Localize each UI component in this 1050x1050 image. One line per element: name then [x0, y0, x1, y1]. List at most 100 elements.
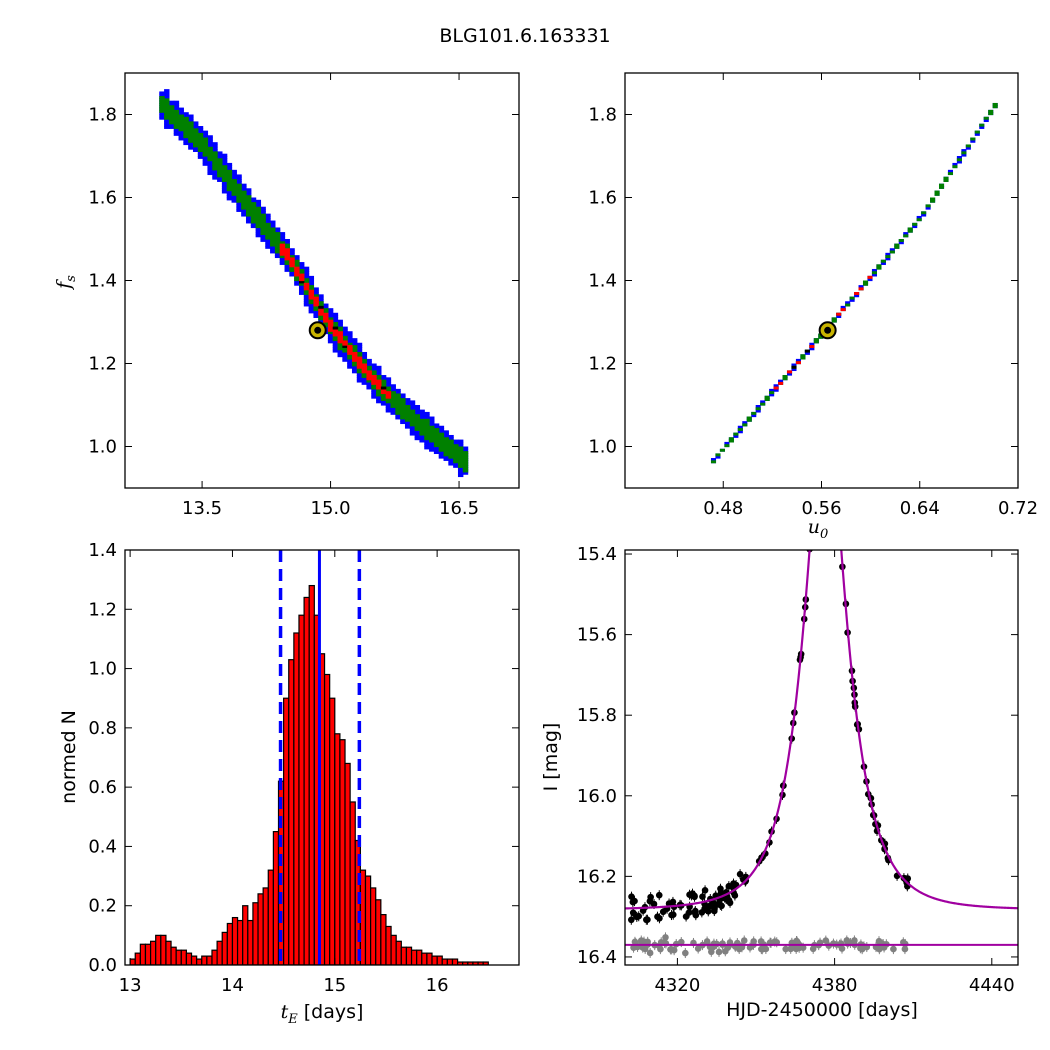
mid-contour-cell: [188, 137, 194, 141]
outer-contour-cell: [236, 204, 242, 208]
outer-contour-cell: [448, 460, 454, 464]
mid-contour-cell: [236, 190, 242, 194]
mid-contour-cell: [733, 432, 739, 436]
inner-contour-cell: [342, 345, 348, 348]
outer-contour-cell: [207, 137, 213, 141]
mid-contour-cell: [965, 144, 971, 148]
mid-contour-cell: [332, 324, 339, 328]
outer-contour-cell: [715, 455, 721, 459]
outer-contour-cell: [255, 204, 262, 208]
mid-contour-cell: [462, 469, 469, 473]
mid-contour-cell: [876, 266, 882, 270]
residual-point: [822, 937, 830, 944]
inner-contour-cell: [318, 308, 324, 312]
mid-contour-cell: [443, 451, 449, 455]
inner-contour-cell: [356, 365, 363, 369]
mid-contour-cell: [462, 455, 469, 459]
mid-contour-cell: [934, 190, 940, 194]
histogram-bar: [364, 875, 372, 965]
mid-contour-cell: [409, 421, 416, 425]
mid-contour-cell: [217, 167, 223, 171]
photometry-point: [669, 898, 677, 906]
outer-contour-cell: [337, 354, 343, 358]
best-fit-marker-center: [314, 326, 322, 334]
mid-contour-cell: [930, 197, 936, 201]
outer-contour-cell: [390, 384, 396, 388]
outer-contour-cell: [332, 340, 339, 344]
panel-te-histogram-ticks: 13 14 15 16 0.0 0.2 0.4 0.6 0.8 1.0 1.2 1.4: [88, 540, 519, 996]
mid-contour-cell: [159, 107, 165, 111]
outer-contour-cell: [390, 409, 396, 413]
mid-contour-cell: [303, 280, 310, 284]
y-tick-label: 1.0: [88, 659, 117, 680]
mid-contour-cell: [188, 126, 194, 129]
mid-contour-cell: [270, 243, 276, 247]
histogram-bar: [344, 762, 351, 965]
outer-contour-cell: [366, 386, 372, 390]
mid-contour-cell: [433, 432, 440, 436]
outer-contour-cell: [270, 248, 276, 252]
outer-contour-cell: [371, 393, 377, 397]
outer-contour-cell: [327, 340, 334, 344]
mid-contour-cell: [274, 243, 281, 247]
mid-contour-cell: [409, 411, 416, 415]
outer-contour-cell: [342, 354, 348, 358]
histogram-bar: [134, 952, 141, 965]
histogram-bar: [323, 673, 331, 965]
mid-contour-cell: [742, 423, 748, 427]
outer-contour-cell: [438, 451, 445, 455]
outer-contour-cell: [347, 338, 353, 342]
mid-contour-cell: [337, 347, 343, 351]
mid-contour-cell: [207, 153, 213, 157]
mid-contour-cell: [202, 153, 209, 157]
outer-contour-cell: [443, 434, 449, 438]
mid-contour-cell: [453, 453, 459, 457]
residual-point: [844, 940, 851, 947]
outer-contour-cell: [207, 169, 213, 173]
mid-contour-cell: [226, 176, 233, 180]
outer-contour-cell: [961, 149, 967, 152]
mid-contour-cell: [217, 162, 223, 166]
y-tick-label: 1.0: [588, 437, 617, 458]
y-tick-label: 0.4: [88, 836, 117, 857]
histogram-bar: [180, 949, 188, 965]
outer-contour-cell: [912, 225, 918, 229]
mid-contour-cell: [188, 135, 194, 139]
mid-contour-cell: [462, 458, 469, 461]
mid-contour-cell: [390, 395, 396, 399]
residual-point: [750, 938, 757, 945]
mid-contour-cell: [202, 139, 209, 143]
inner-contour-cell: [836, 312, 842, 316]
outer-contour-cell: [207, 144, 213, 148]
outer-contour-cell: [429, 418, 435, 422]
mid-contour-cell: [303, 289, 310, 293]
outer-contour-cell: [448, 437, 454, 441]
mid-contour-cell: [438, 437, 445, 441]
outer-contour-cell: [178, 107, 184, 111]
mid-contour-cell: [202, 142, 209, 146]
outer-contour-cell: [457, 471, 464, 475]
mid-contour-cell: [409, 409, 416, 413]
mid-contour-cell: [448, 444, 454, 448]
mid-contour-cell: [255, 215, 262, 219]
outer-contour-cell: [303, 294, 310, 298]
mid-contour-cell: [409, 418, 416, 422]
mid-contour-cell: [168, 114, 175, 118]
outer-contour-cell: [164, 91, 170, 95]
histogram-bar: [308, 584, 315, 965]
mid-contour-cell: [274, 245, 281, 249]
outer-contour-cell: [221, 181, 228, 185]
histogram-bar: [390, 934, 397, 965]
outer-contour-cell: [880, 262, 886, 265]
inner-contour-cell: [303, 285, 310, 289]
photometry-point: [824, 395, 831, 402]
mid-contour-cell: [424, 423, 430, 427]
mid-contour-cell: [404, 409, 411, 413]
outer-contour-cell: [192, 149, 199, 152]
mid-contour-cell: [395, 400, 401, 404]
histogram-bar: [267, 869, 274, 965]
mid-contour-cell: [728, 439, 734, 443]
mid-contour-cell: [188, 128, 194, 132]
mid-contour-cell: [183, 128, 189, 132]
inner-contour-cell: [337, 338, 343, 342]
